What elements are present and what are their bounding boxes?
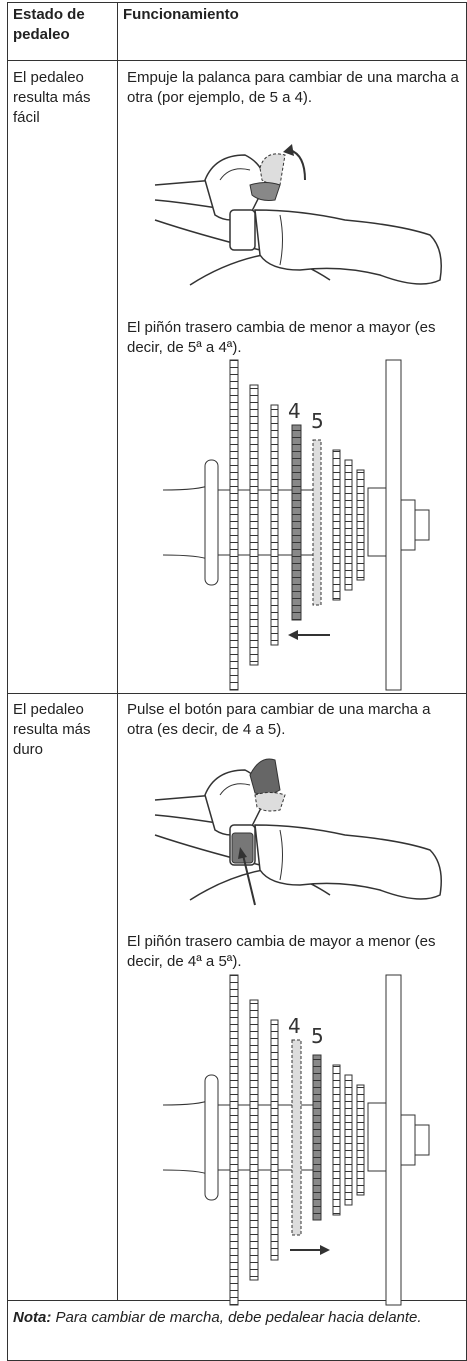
header-cell: Estado de pedaleo: [13, 6, 85, 43]
action-text: Empuje la palanca para cambiar de una ma…: [127, 69, 459, 106]
state-cell: El pedaleo resulta más fácil: [13, 69, 91, 126]
action-text: Pulse el botón para cambiar de una march…: [127, 701, 431, 738]
gear-label: 4: [288, 1014, 301, 1038]
sprocket-text: El piñón trasero cambia de menor a mayor…: [127, 319, 436, 356]
gear-label: 5: [311, 409, 324, 433]
note: Nota: Para cambiar de marcha, debe pedal…: [13, 1308, 458, 1328]
sprocket-text: El piñón trasero cambia de mayor a menor…: [127, 933, 436, 970]
gear-label: 4: [288, 399, 301, 423]
gear-label: 5: [311, 1024, 324, 1048]
header-cell: Funcionamiento: [123, 6, 239, 23]
note-text: Para cambiar de marcha, debe pedalear ha…: [55, 1309, 422, 1326]
note-label: Nota:: [13, 1309, 52, 1326]
state-cell: El pedaleo resulta más duro: [13, 701, 91, 758]
